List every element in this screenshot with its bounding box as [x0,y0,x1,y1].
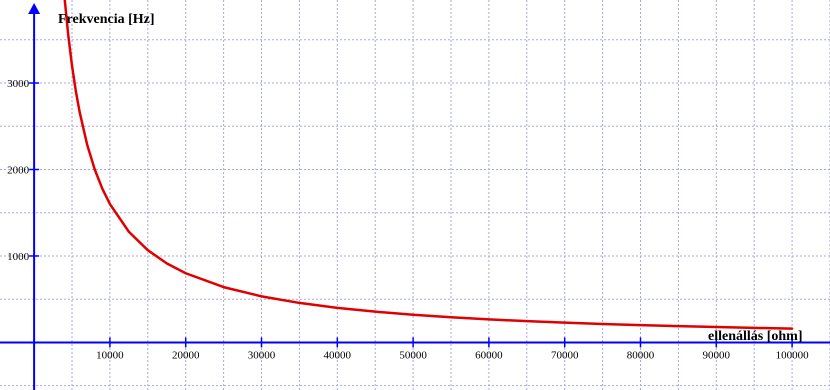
x-tick-label: 60000 [475,349,503,361]
x-tick-label: 40000 [324,349,352,361]
x-axis-title: ellenállás [ohm] [708,329,803,344]
data-point [563,321,566,324]
x-tick-label: 80000 [627,349,655,361]
data-point [298,302,301,304]
series [63,0,794,330]
data-point [715,326,718,328]
y-axis-arrow-icon [28,3,41,14]
data-point [677,325,680,327]
data-point [101,187,104,190]
y-tick-label: 2000 [7,164,30,176]
data-point [147,249,149,251]
y-tick-label: 1000 [7,251,30,263]
frequency-curve [63,0,794,330]
data-point [488,318,490,321]
data-point [67,34,70,36]
data-point [222,286,225,288]
data-point [78,111,81,113]
data-point [412,313,414,316]
axes [0,3,830,390]
tick-labels: 10000 20000 30000 40000 50000 60000 70000 80000… [7,78,809,361]
data-point [260,295,263,298]
x-tick-label: 20000 [172,349,200,361]
data-point [109,203,111,205]
y-axis-title: Frekvencia [Hz] [58,12,155,27]
x-tick-label: 50000 [399,349,427,361]
y-tick-label: 3000 [7,78,30,90]
data-point [450,316,452,319]
data-point [791,327,793,330]
x-tick-label: 100000 [776,349,810,361]
ticks [29,82,793,348]
data-point [639,324,642,326]
data-point [374,310,377,313]
data-point [601,323,604,325]
data-point [71,64,73,67]
x-tick-label: 90000 [703,349,731,361]
data-point [184,272,187,275]
data-point [336,307,339,309]
data-point [128,230,130,233]
data-point [753,327,756,329]
data-point [93,168,96,171]
x-tick-label: 30000 [248,349,276,361]
data-point [86,143,88,146]
x-tick-label: 10000 [96,349,124,361]
data-point [74,90,77,92]
data-point [165,262,168,265]
data-point [526,320,528,322]
x-tick-label: 70000 [551,349,579,361]
